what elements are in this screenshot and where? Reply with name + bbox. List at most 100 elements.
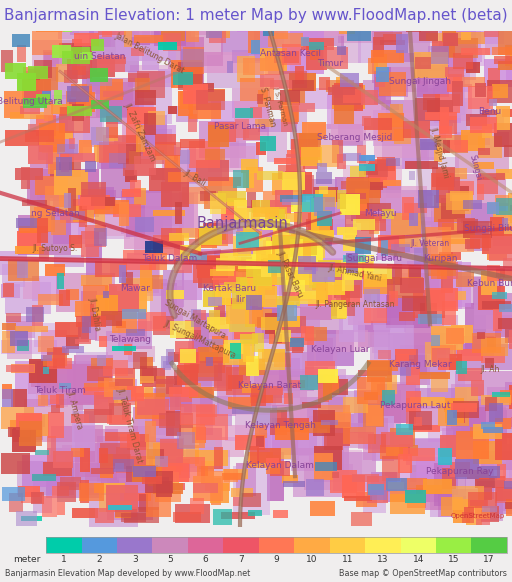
Bar: [99, 336, 107, 347]
Bar: [232, 407, 255, 414]
Bar: [182, 257, 202, 300]
Bar: [318, 382, 329, 402]
Bar: [508, 193, 512, 217]
Bar: [258, 448, 281, 463]
Bar: [389, 291, 398, 306]
Bar: [103, 135, 138, 162]
Bar: [216, 301, 265, 343]
Bar: [407, 391, 421, 412]
Bar: [298, 133, 321, 159]
Bar: [71, 448, 84, 457]
Bar: [248, 510, 262, 516]
Bar: [324, 194, 372, 219]
Bar: [247, 208, 269, 229]
Bar: [348, 26, 371, 41]
Bar: [257, 94, 263, 104]
Text: Belitung Utara: Belitung Utara: [0, 97, 63, 106]
Bar: [382, 456, 400, 481]
Bar: [152, 275, 163, 289]
Bar: [344, 257, 365, 277]
Bar: [197, 466, 208, 476]
Bar: [456, 431, 489, 459]
Bar: [122, 399, 129, 420]
Text: 13: 13: [377, 555, 389, 565]
Bar: [472, 333, 501, 353]
Bar: [101, 158, 135, 198]
Bar: [96, 127, 118, 141]
Bar: [312, 262, 335, 282]
Bar: [71, 47, 90, 64]
Bar: [463, 228, 475, 239]
Bar: [275, 425, 309, 440]
Bar: [421, 142, 438, 160]
Bar: [180, 404, 215, 425]
Bar: [278, 261, 286, 270]
Bar: [34, 207, 51, 231]
Bar: [402, 142, 430, 169]
Bar: [432, 348, 450, 366]
Bar: [168, 172, 199, 182]
Bar: [356, 214, 386, 222]
Bar: [394, 240, 431, 269]
Bar: [455, 387, 478, 408]
Bar: [267, 452, 284, 501]
Bar: [64, 193, 71, 208]
Bar: [179, 424, 205, 448]
Bar: [166, 349, 174, 365]
Bar: [221, 14, 278, 55]
Text: Jl. Mesjid Jami: Jl. Mesjid Jami: [429, 126, 451, 179]
Bar: [339, 260, 358, 267]
Bar: [5, 63, 26, 79]
Bar: [456, 292, 466, 300]
Bar: [344, 397, 368, 413]
Bar: [493, 229, 512, 246]
Bar: [203, 223, 225, 232]
Bar: [168, 353, 199, 361]
Bar: [334, 98, 354, 124]
Bar: [122, 101, 153, 146]
Bar: [465, 239, 480, 250]
Bar: [120, 207, 163, 235]
Bar: [380, 382, 416, 423]
Bar: [364, 274, 387, 288]
Bar: [437, 262, 458, 279]
Bar: [408, 406, 456, 431]
Bar: [440, 116, 457, 134]
Bar: [337, 414, 354, 432]
Bar: [386, 296, 430, 328]
Bar: [367, 475, 388, 503]
Bar: [124, 29, 132, 47]
Bar: [365, 392, 378, 400]
Bar: [382, 391, 395, 405]
Text: Jl. Dahlia: Jl. Dahlia: [88, 297, 102, 332]
Bar: [243, 340, 254, 363]
Bar: [116, 448, 149, 473]
Bar: [230, 300, 255, 346]
Text: 5: 5: [167, 555, 173, 565]
Bar: [86, 244, 102, 285]
Bar: [445, 398, 464, 423]
Text: 11: 11: [342, 555, 353, 565]
Bar: [232, 50, 260, 63]
Bar: [5, 130, 39, 146]
Bar: [41, 364, 99, 406]
Bar: [87, 78, 112, 86]
Bar: [236, 435, 265, 450]
Bar: [401, 273, 443, 294]
Bar: [79, 205, 88, 227]
Bar: [76, 316, 105, 327]
Bar: [30, 164, 61, 201]
Bar: [390, 483, 408, 502]
Bar: [64, 69, 77, 83]
Bar: [424, 342, 437, 367]
Bar: [427, 100, 453, 113]
Bar: [196, 249, 221, 264]
Bar: [483, 59, 512, 87]
Bar: [116, 36, 176, 62]
Bar: [434, 135, 468, 152]
Bar: [91, 127, 109, 145]
Bar: [199, 120, 246, 158]
Bar: [492, 392, 510, 397]
Bar: [355, 187, 369, 211]
Bar: [364, 307, 387, 322]
